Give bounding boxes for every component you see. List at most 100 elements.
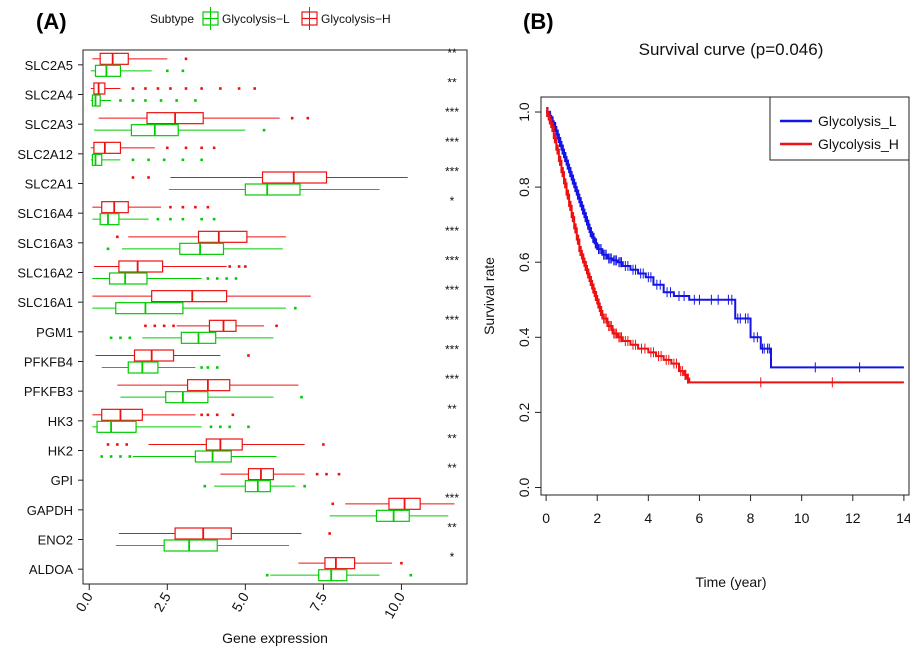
outlier-point <box>131 158 135 162</box>
box <box>96 420 137 433</box>
significance-label: *** <box>445 283 459 297</box>
x-tick-label: 12 <box>845 510 861 526</box>
outlier-point <box>125 443 129 446</box>
x-tick-label: 2.5 <box>150 589 174 614</box>
legend: Subtype Glycolysis−L Glycolysis−H <box>150 7 391 30</box>
outlier-point <box>128 336 132 340</box>
box <box>133 349 175 362</box>
gene-label: PFKFB3 <box>24 384 73 399</box>
outlier-point <box>116 235 119 239</box>
box <box>205 438 243 451</box>
km-curves <box>546 107 904 388</box>
x-tick-label: 8 <box>747 510 755 526</box>
outlier-point <box>237 87 241 90</box>
outlier-point <box>119 336 122 340</box>
significance-label: ** <box>447 402 457 416</box>
gene-label: GPI <box>51 473 73 488</box>
outlier-point <box>184 87 188 90</box>
box <box>165 391 209 404</box>
x-tick-label: 6 <box>696 510 704 526</box>
gene-label: PFKFB4 <box>24 355 73 370</box>
outlier-point <box>162 158 166 162</box>
x-tick-label: 2 <box>593 510 601 526</box>
outlier-point <box>293 306 297 310</box>
outlier-point <box>116 443 119 446</box>
gene-label: SLC16A3 <box>17 236 73 251</box>
outlier-point <box>219 425 222 429</box>
outlier-point <box>206 366 210 369</box>
gene-label: SLC16A4 <box>17 206 73 221</box>
outlier-point <box>131 87 135 90</box>
legend-label-low: Glycolysis−L <box>222 12 290 26</box>
gene-label: SLC16A1 <box>17 295 73 310</box>
outlier-point <box>119 455 122 458</box>
outlier-point <box>181 217 185 221</box>
outlier-point <box>131 99 135 102</box>
box <box>118 260 164 273</box>
outlier-point <box>181 69 185 73</box>
outlier-point <box>200 87 203 90</box>
box <box>108 272 148 285</box>
outlier-point <box>131 176 135 179</box>
outlier-point <box>147 158 150 162</box>
y-axis-label: Survival rate <box>481 257 497 335</box>
box <box>91 153 103 166</box>
outlier-point <box>206 413 210 417</box>
outlier-point <box>200 366 203 369</box>
outlier-point <box>200 217 203 221</box>
significance-label: ** <box>447 521 457 535</box>
outlier-point <box>215 366 219 369</box>
outlier-point <box>231 413 235 417</box>
gene-label: SLC2A4 <box>25 88 73 103</box>
y-tick-label: 0.6 <box>516 252 532 272</box>
outlier-point <box>300 395 303 399</box>
gene-label: SLC2A12 <box>17 147 73 162</box>
box <box>318 569 348 582</box>
significance-label: * <box>450 194 455 208</box>
outlier-point <box>128 455 132 458</box>
km-legend: Glycolysis_L Glycolysis_H <box>769 96 910 161</box>
legend-label-low: Glycolysis_L <box>818 113 897 129</box>
outlier-point <box>194 205 197 209</box>
y-tick-label: 0.8 <box>516 177 532 197</box>
outlier-point <box>200 158 203 162</box>
outlier-point <box>409 573 413 577</box>
significance-label: *** <box>445 491 459 505</box>
box <box>179 242 225 255</box>
gene-label: SLC2A3 <box>25 117 73 132</box>
legend-title: Subtype <box>150 12 194 26</box>
outlier-point <box>165 69 169 73</box>
outlier-point <box>247 425 250 429</box>
outlier-point <box>169 87 172 90</box>
outlier-point <box>247 354 250 357</box>
outlier-point <box>328 532 331 535</box>
plot-frame <box>540 96 910 496</box>
outlier-point <box>265 573 269 577</box>
significance-label: *** <box>445 165 459 179</box>
box <box>324 557 356 570</box>
significance-label: * <box>450 550 455 564</box>
plot-frame <box>82 49 468 585</box>
panel-a-label: (A) <box>36 9 67 34</box>
outlier-point <box>290 116 294 120</box>
x-tick-label: 14 <box>896 510 910 526</box>
outlier-point <box>203 484 207 488</box>
y-tick-label: 0.4 <box>516 327 532 347</box>
legend-label-high: Glycolysis_H <box>818 136 899 152</box>
outlier-point <box>244 265 247 268</box>
outlier-point <box>206 277 210 280</box>
outlier-point <box>219 87 222 90</box>
outlier-point <box>253 87 257 90</box>
outlier-point <box>144 87 147 90</box>
outlier-point <box>184 57 188 61</box>
outlier-point <box>215 413 219 417</box>
outlier-point <box>228 425 232 429</box>
gene-label: PGM1 <box>36 325 73 340</box>
outlier-point <box>181 205 185 209</box>
outlier-point <box>325 472 328 476</box>
chart-title: Survival curve (p=0.046) <box>639 40 824 59</box>
significance-label: *** <box>445 224 459 238</box>
outlier-point <box>144 99 147 102</box>
outlier-point <box>209 425 213 429</box>
